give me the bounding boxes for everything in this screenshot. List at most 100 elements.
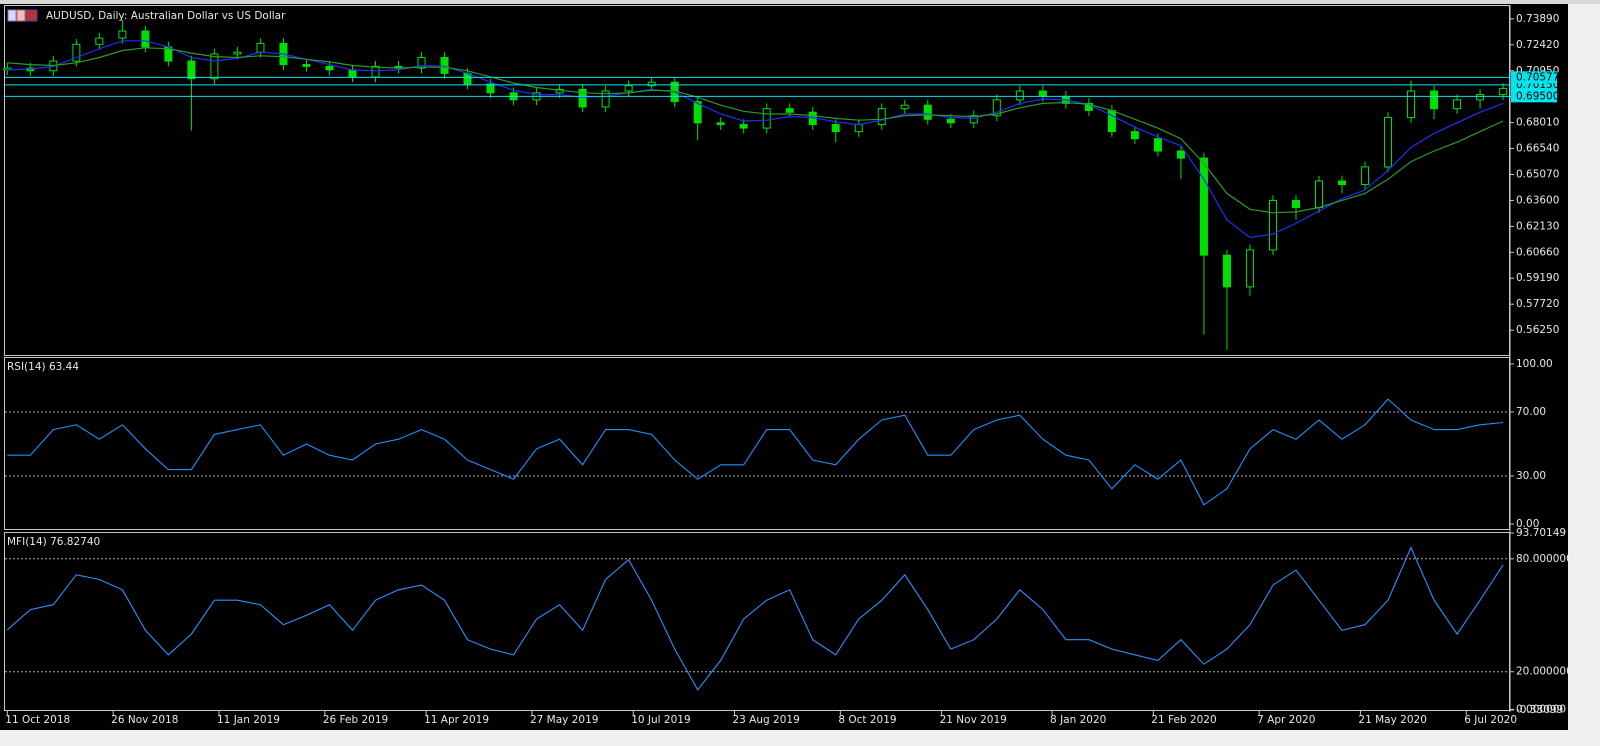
y-tick-label: 20.000000 [1516, 666, 1573, 678]
bottom-gap [0, 730, 1568, 746]
level-tag [1511, 71, 1557, 84]
candle-body [348, 69, 357, 78]
x-tick-label: 7 Apr 2020 [1257, 714, 1315, 726]
candle-body [440, 57, 449, 74]
candle-body [1084, 102, 1093, 111]
y-tick-label: 0.63600 [1516, 194, 1559, 206]
x-tick-label: 26 Nov 2018 [111, 714, 178, 726]
candle-body [1407, 90, 1416, 119]
candle-body [72, 43, 81, 62]
candle-body [1130, 131, 1139, 140]
candle-body [1361, 166, 1370, 186]
candle-body [992, 99, 1001, 117]
x-tick-label: 21 Nov 2019 [940, 714, 1007, 726]
y-tick-label: 0.60660 [1516, 246, 1559, 258]
x-tick-label: 11 Apr 2019 [424, 714, 489, 726]
candle-body [877, 108, 886, 126]
y-tick-label: 93.70149 [1516, 527, 1566, 539]
indicator-line [6, 546, 1504, 691]
candle-body [1222, 254, 1231, 288]
candle-body [1176, 150, 1185, 159]
x-tick-label: 11 Jan 2019 [217, 714, 280, 726]
candle-body [417, 57, 426, 69]
candle-body [1499, 87, 1508, 96]
icon-part [25, 9, 38, 22]
y-tick-label: 80.000000 [1516, 553, 1573, 565]
candle-body [325, 65, 334, 71]
candle-body [624, 85, 633, 92]
candle-body [1476, 94, 1485, 101]
candle-body [1015, 90, 1024, 101]
chart-background [0, 4, 1568, 730]
candle-body [969, 115, 978, 124]
candle-body [187, 60, 196, 80]
y-tick-label: 0.62130 [1516, 220, 1559, 232]
candle-body [233, 51, 242, 55]
candle-body [1384, 117, 1393, 168]
top-strip [0, 0, 1600, 4]
x-tick-label: 23 Aug 2019 [732, 714, 799, 726]
candle-body [946, 118, 955, 124]
y-tick-label: 0.65070 [1516, 169, 1559, 181]
candle-body [578, 88, 587, 108]
candle-body [1268, 199, 1277, 251]
x-tick-label: 21 Feb 2020 [1151, 714, 1216, 726]
candle-body [141, 30, 150, 48]
level-tag [1511, 90, 1557, 103]
indicator-line [7, 398, 1504, 506]
x-tick-label: 8 Jan 2020 [1050, 714, 1106, 726]
y-tick-label: 0.56250 [1516, 324, 1559, 336]
candle-body [486, 83, 495, 94]
level-label: 0.69500 [1516, 90, 1559, 102]
mfi-title: MFI(14) 76.82740 [7, 536, 100, 548]
side-gap [1568, 4, 1600, 746]
symbol-icon [7, 9, 38, 22]
moving-average [7, 47, 1504, 214]
y-tick-label: 0.00 [1516, 518, 1539, 530]
candle-body [854, 124, 863, 133]
y-tick-label: 0.000000 [1516, 703, 1566, 715]
candle-body [210, 53, 219, 80]
moving-average [7, 40, 1504, 239]
candle-body [739, 124, 748, 129]
x-tick-label: 8 Oct 2019 [838, 714, 896, 726]
y-tick-label: 0.59190 [1516, 272, 1559, 284]
y-tick-label: 0.68010 [1516, 117, 1559, 129]
y-tick-label: 0.66540 [1516, 143, 1559, 155]
candle-body [762, 108, 771, 129]
candle-body [1199, 157, 1208, 256]
y-tick-label: -0.33099 [1516, 704, 1563, 716]
chart-title: AUDUSD, Daily: Australian Dollar vs US D… [46, 10, 286, 22]
candle-body [831, 124, 840, 133]
x-tick-label: 26 Feb 2019 [323, 714, 388, 726]
x-tick-label: 11 Oct 2018 [5, 714, 70, 726]
candle-body [1314, 180, 1323, 208]
candle-body [693, 101, 702, 124]
candle-body [95, 37, 104, 45]
candle-body [647, 81, 656, 87]
candle-body [601, 90, 610, 108]
candle-body [1153, 138, 1162, 152]
candle-body [118, 30, 127, 39]
y-tick-label: 0.57720 [1516, 298, 1559, 310]
icon-part [16, 9, 26, 22]
candle-body [923, 104, 932, 120]
candle-body [1245, 249, 1254, 288]
y-tick-label: 70.00 [1516, 406, 1546, 418]
icon-part [7, 9, 17, 22]
x-tick-label: 6 Jul 2020 [1464, 714, 1517, 726]
rsi-title: RSI(14) 63.44 [7, 361, 79, 373]
candle-body [302, 64, 311, 67]
candle-body [256, 42, 265, 53]
candle-body [371, 65, 380, 78]
candle-body [785, 108, 794, 113]
candle-body [1107, 109, 1116, 133]
candle-body [1291, 199, 1300, 208]
candle-body [1453, 99, 1462, 110]
candle-body [1338, 180, 1347, 186]
x-tick-label: 21 May 2020 [1358, 714, 1426, 726]
candle-body [1038, 90, 1047, 97]
x-tick-label: 10 Jul 2019 [631, 714, 690, 726]
